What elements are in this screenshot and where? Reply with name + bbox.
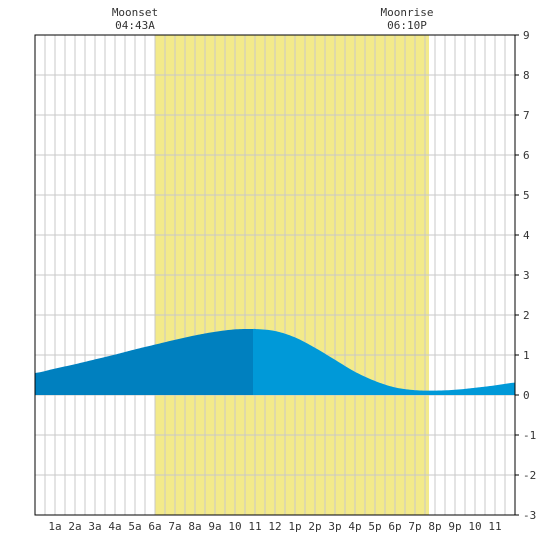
tide-area-layer: [35, 328, 515, 395]
x-tick-label: 3a: [88, 520, 101, 533]
grid-layer: [35, 35, 515, 515]
x-tick-label: 2a: [68, 520, 81, 533]
annotation-time: 04:43A: [115, 19, 155, 32]
x-tick-labels: 1a 2a 3a 4a 5a 6a 7a 8a 9a 10 11 12 1p 2p 3p 4p 5p 6p 7p 8p…: [48, 520, 501, 533]
x-tick-label: 6a: [148, 520, 161, 533]
x-tick-label: 9p: [448, 520, 461, 533]
annotation-title: Moonrise: [381, 6, 434, 19]
x-tick-label: 11: [488, 520, 501, 533]
y-tick-label: 9: [523, 29, 530, 42]
x-tick-label: 4a: [108, 520, 121, 533]
y-tick-label: 5: [523, 189, 530, 202]
y-tick-label: -2: [523, 469, 536, 482]
x-tick-label: 10: [228, 520, 241, 533]
tide-area-past: [35, 329, 253, 395]
y-tick-label: 6: [523, 149, 530, 162]
x-tick-label: 1p: [288, 520, 301, 533]
x-tick-label: 6p: [388, 520, 401, 533]
y-tick-label: 2: [523, 309, 530, 322]
x-tick-label: 2p: [308, 520, 321, 533]
x-tick-label: 10: [468, 520, 481, 533]
y-tick-label: 7: [523, 109, 530, 122]
x-tick-label: 3p: [328, 520, 341, 533]
y-tick-label: -3: [523, 509, 536, 522]
x-tick-label: 11: [248, 520, 261, 533]
x-tick-label: 8p: [428, 520, 441, 533]
x-tick-label: 8a: [188, 520, 201, 533]
y-tick-label: 8: [523, 69, 530, 82]
x-tick-label: 7p: [408, 520, 421, 533]
y-tick-label: 3: [523, 269, 530, 282]
x-tick-label: 12: [268, 520, 281, 533]
y-tick-labels: -3 -2 -1 0 1 2 3 4 5 6 7 8 9: [515, 29, 536, 522]
y-tick-label: -1: [523, 429, 536, 442]
y-tick-label: 4: [523, 229, 530, 242]
x-tick-label: 7a: [168, 520, 181, 533]
annotation-title: Moonset: [112, 6, 158, 19]
annotation-time: 06:10P: [387, 19, 427, 32]
x-tick-label: 5p: [368, 520, 381, 533]
y-tick-label: 1: [523, 349, 530, 362]
x-tick-label: 9a: [208, 520, 221, 533]
tide-area-future: [253, 328, 515, 395]
x-tick-label: 5a: [128, 520, 141, 533]
y-tick-label: 0: [523, 389, 530, 402]
x-tick-label: 1a: [48, 520, 61, 533]
x-tick-label: 4p: [348, 520, 361, 533]
